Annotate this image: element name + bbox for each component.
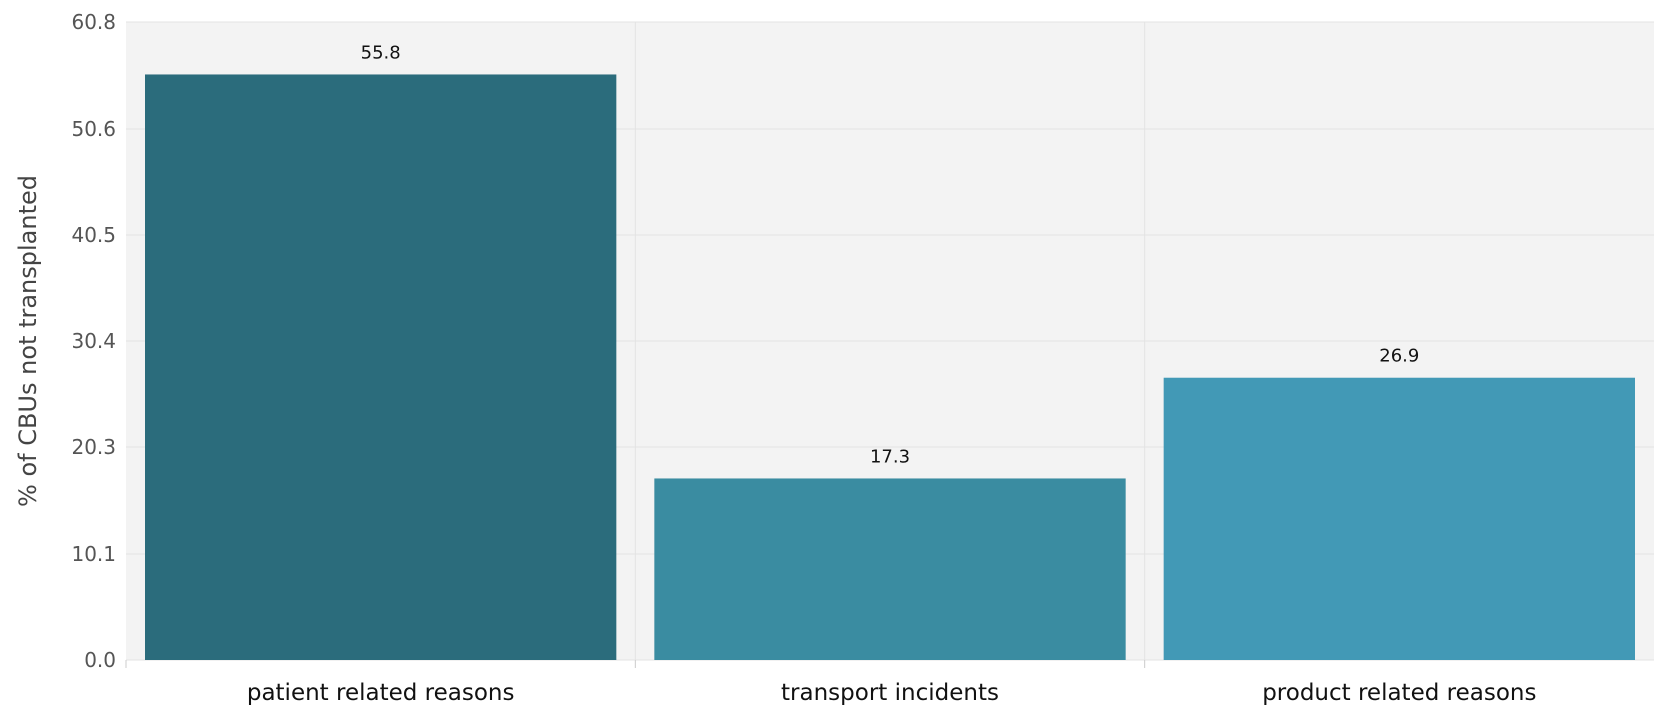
bar bbox=[654, 478, 1126, 660]
bars bbox=[145, 74, 1635, 660]
y-axis-ticks: 0.0 10.1 20.3 30.4 40.5 50.6 60.8 bbox=[71, 10, 116, 672]
y-tick-label: 50.6 bbox=[71, 117, 116, 141]
data-label: 17.3 bbox=[870, 446, 910, 467]
data-label: 55.8 bbox=[361, 42, 401, 63]
y-axis-label: % of CBUs not transplanted bbox=[14, 175, 42, 507]
x-axis-categories: patient related reasons transport inciden… bbox=[125, 660, 1536, 705]
y-tick-label: 0.0 bbox=[84, 648, 116, 672]
x-category-label: product related reasons bbox=[1262, 680, 1536, 705]
x-category-label: patient related reasons bbox=[247, 680, 515, 705]
y-tick-label: 20.3 bbox=[71, 435, 116, 459]
y-tick-label: 60.8 bbox=[71, 10, 116, 34]
data-label: 26.9 bbox=[1379, 346, 1419, 367]
bar bbox=[1163, 377, 1635, 660]
y-tick-label: 10.1 bbox=[71, 542, 116, 566]
y-tick-label: 30.4 bbox=[71, 329, 116, 353]
x-category-label: transport incidents bbox=[781, 680, 999, 705]
y-tick-label: 40.5 bbox=[71, 223, 116, 247]
data-labels: 55.8 17.3 26.9 bbox=[361, 42, 1420, 467]
bar bbox=[145, 74, 617, 660]
